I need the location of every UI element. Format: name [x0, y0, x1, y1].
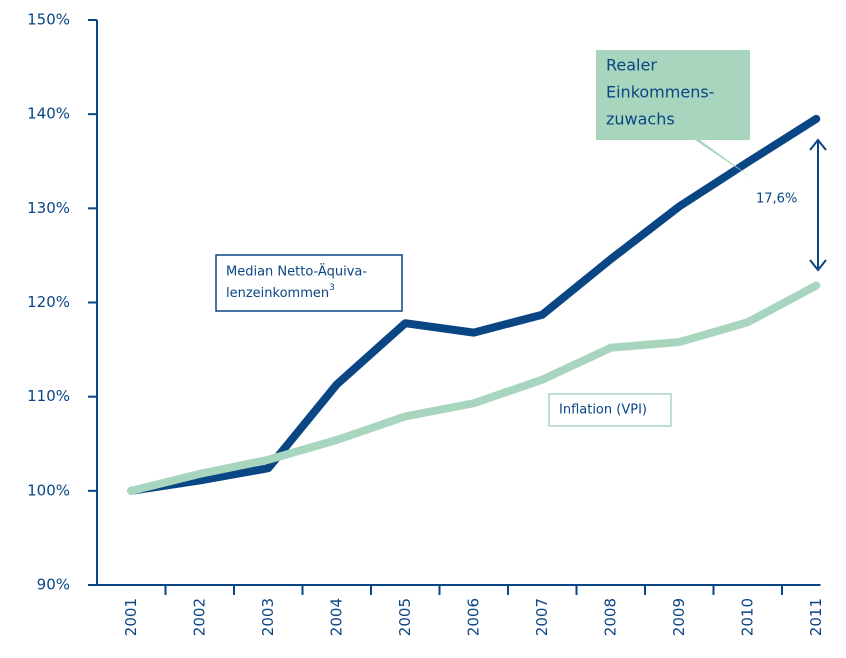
y-tick-label: 150% [27, 11, 70, 29]
series-line [127, 281, 821, 495]
y-tick-label: 140% [27, 105, 70, 123]
x-tick-label: 2003 [259, 598, 277, 636]
difference-label: 17,6% [756, 192, 797, 207]
x-tick-label: 2002 [190, 598, 208, 636]
x-tick-label: 2004 [327, 598, 345, 636]
x-tick-label: 2010 [738, 598, 756, 636]
series-label-line: lenzeinkommen [226, 286, 329, 301]
arrow-head [809, 138, 827, 151]
callout-line: Realer [606, 56, 657, 75]
y-tick-label: 110% [27, 387, 70, 405]
arrow-head [809, 259, 827, 272]
x-tick-label: 2007 [533, 598, 551, 636]
series-label: lenzeinkommen3 [226, 283, 335, 301]
x-tick-label: 2001 [122, 598, 140, 636]
callout-line: Einkommens- [606, 83, 714, 102]
x-tick-label: 2008 [601, 598, 619, 636]
y-tick-label: 130% [27, 199, 70, 217]
x-tick-label: 2005 [396, 598, 414, 636]
x-tick-label: 2006 [464, 598, 482, 636]
x-tick-label: 2011 [807, 598, 825, 636]
y-tick-label: 120% [27, 293, 70, 311]
callout-line: zuwachs [606, 110, 675, 129]
footnote: 3 [329, 283, 335, 293]
y-tick-label: 90% [37, 576, 70, 594]
series-line [127, 114, 821, 495]
x-tick-label: 2009 [670, 598, 688, 636]
callout-box [596, 50, 752, 178]
series-label-box [215, 254, 403, 312]
y-tick-label: 100% [27, 481, 70, 499]
series-label: Inflation (VPI) [559, 403, 647, 418]
series-label: Median Netto-Äquiva- [226, 264, 367, 280]
series-label-box [548, 393, 672, 427]
